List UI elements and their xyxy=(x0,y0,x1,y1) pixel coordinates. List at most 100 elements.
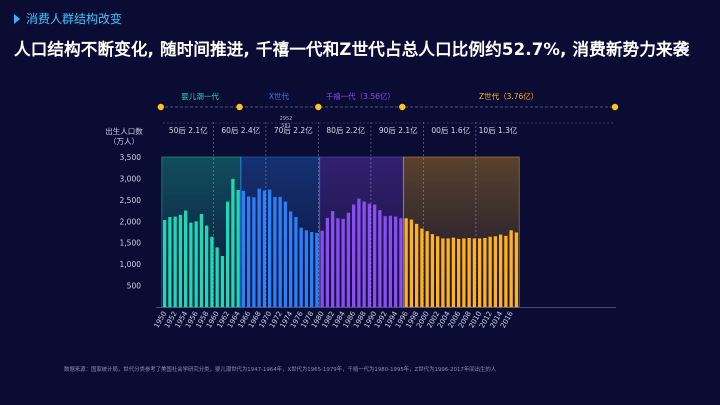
bar xyxy=(189,222,193,307)
timeline-node xyxy=(157,103,164,111)
bar xyxy=(451,237,456,307)
bar xyxy=(357,198,361,307)
bar xyxy=(294,217,298,307)
timeline-node xyxy=(399,103,406,111)
bar xyxy=(499,234,503,307)
bar xyxy=(173,216,177,307)
bar xyxy=(352,204,356,307)
y-axis-unit: （万人） xyxy=(109,137,139,146)
peak-annotation-sub: 581 xyxy=(281,123,291,129)
bar xyxy=(467,238,471,307)
bar xyxy=(420,228,424,307)
bar xyxy=(236,190,240,307)
bar xyxy=(462,238,466,307)
bar xyxy=(404,218,408,307)
bar xyxy=(514,232,519,307)
bar xyxy=(184,210,188,307)
bar xyxy=(205,225,209,307)
bar xyxy=(362,201,366,307)
bar xyxy=(504,235,508,307)
bar xyxy=(210,236,214,307)
decade-label: 10后 1.3亿 xyxy=(479,125,518,135)
bar xyxy=(367,203,372,307)
timeline-node xyxy=(315,103,322,111)
bar xyxy=(478,238,482,307)
decade-label: 50后 2.1亿 xyxy=(169,125,208,135)
page-headline: 人口结构不断变化, 随时间推进, 千禧一代和Z世代占总人口比例约52.7%, 消… xyxy=(14,40,690,59)
bar xyxy=(346,212,351,307)
bar xyxy=(383,216,387,307)
bar xyxy=(472,238,477,307)
y-tick-label: 2,000 xyxy=(120,217,142,226)
y-tick-label: 3,000 xyxy=(120,174,142,183)
bar xyxy=(446,238,450,307)
bar xyxy=(215,247,219,307)
bar xyxy=(262,190,267,307)
bar xyxy=(509,230,513,307)
bar xyxy=(304,230,309,307)
bar xyxy=(231,178,235,307)
peak-annotation: 2952 xyxy=(280,116,293,122)
bar xyxy=(488,236,492,307)
section-label: 消费人群结构改变 xyxy=(26,12,123,26)
decade-label: 90后 2.1亿 xyxy=(379,125,418,135)
bar xyxy=(325,217,330,307)
bar xyxy=(199,214,204,307)
bar xyxy=(493,236,498,307)
bar xyxy=(436,236,440,307)
bar xyxy=(331,211,335,307)
bar xyxy=(247,196,251,307)
bar xyxy=(241,190,246,307)
bar xyxy=(315,232,319,307)
bar xyxy=(178,214,183,307)
y-tick-label: 2,500 xyxy=(120,196,142,205)
y-axis-title: 出生人口数 xyxy=(105,126,143,136)
bar xyxy=(320,230,324,307)
timeline-node xyxy=(611,103,619,111)
bar xyxy=(336,218,340,307)
bar xyxy=(373,204,377,307)
decade-label: 60后 2.4亿 xyxy=(221,125,260,135)
bar xyxy=(283,201,288,307)
bar xyxy=(415,223,419,307)
timeline-node xyxy=(236,103,243,111)
bar xyxy=(441,238,445,307)
y-tick-label: 1,000 xyxy=(120,260,142,269)
bar xyxy=(409,219,414,307)
play-triangle-icon xyxy=(14,13,20,24)
bar xyxy=(394,216,398,307)
y-tick-label: 3,500 xyxy=(120,153,142,162)
bar xyxy=(163,220,167,307)
bar xyxy=(220,256,225,307)
decade-label: 80后 2.2亿 xyxy=(326,125,365,135)
generation-label: Z世代（3.76亿） xyxy=(479,91,538,101)
bar xyxy=(341,218,345,307)
bar xyxy=(278,196,282,307)
y-tick-label: 1,500 xyxy=(120,239,142,248)
bar xyxy=(273,196,277,307)
bar xyxy=(388,215,393,307)
bar xyxy=(194,221,198,307)
bar xyxy=(168,217,172,307)
bar xyxy=(268,189,272,307)
generation-label: X世代 xyxy=(269,91,290,101)
bar xyxy=(430,234,435,307)
decade-label: 00后 1.6亿 xyxy=(431,125,470,135)
bar xyxy=(257,188,261,307)
bar xyxy=(252,197,256,307)
bar xyxy=(226,201,230,307)
section-tag: 消费人群结构改变 xyxy=(14,10,122,27)
bar xyxy=(425,231,429,307)
bar xyxy=(299,227,303,307)
bar xyxy=(378,210,382,307)
bar xyxy=(457,238,461,307)
generation-label: 千禧一代（3.56亿） xyxy=(326,91,395,101)
bar xyxy=(399,218,403,307)
decade-label: 70后 2.2亿 xyxy=(274,125,313,135)
bar xyxy=(483,238,487,307)
generation-label: 婴儿潮一代 xyxy=(181,91,219,101)
source-footnote: 数据来源：国家统计局，世代分类参考了美国社会学研究分类，婴儿潮世代为1947-1… xyxy=(64,367,497,373)
bar xyxy=(289,211,293,307)
y-tick-label: 500 xyxy=(127,282,142,291)
